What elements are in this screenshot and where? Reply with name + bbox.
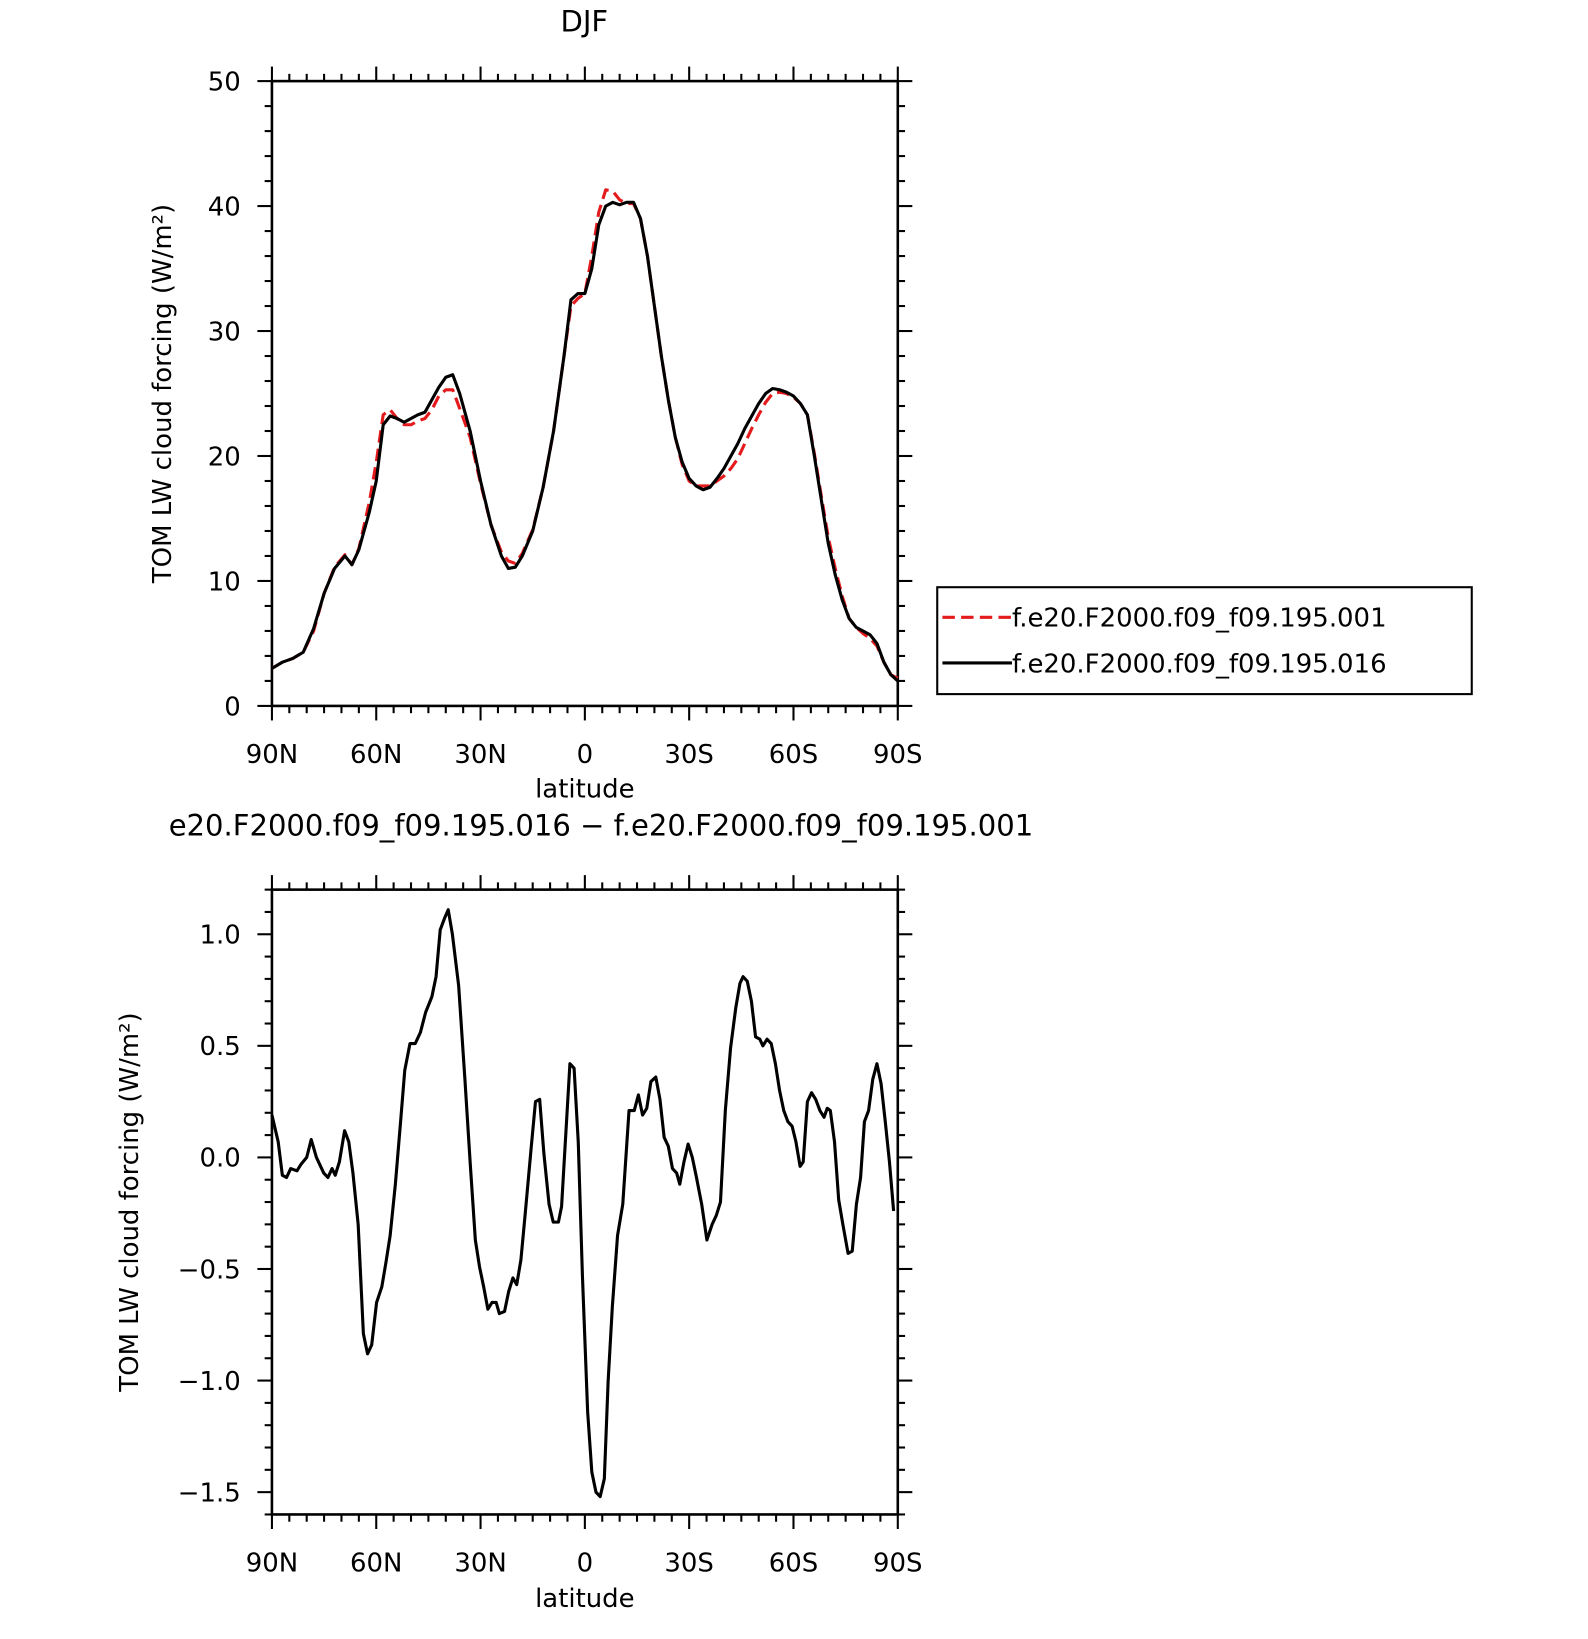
y-tick-label: −1.5 (178, 1478, 241, 1508)
y-tick-label: 30 (208, 317, 241, 347)
data-line (271, 200, 899, 683)
x-axis-label: latitude (535, 1584, 635, 1614)
y-tick-label: 20 (208, 442, 241, 472)
y-tick-label: 40 (208, 192, 241, 222)
x-tick-label: 90S (873, 1549, 922, 1579)
x-tick-label: 60N (350, 740, 402, 770)
plot-frame (270, 888, 900, 1516)
x-tick-label: 0 (577, 740, 594, 770)
x-tick-label: 30S (664, 740, 713, 770)
y-axis-label: TOM LW cloud forcing (W/m²) (148, 204, 178, 584)
chart-title: e20.F2000.f09_f09.195.016 − f.e20.F2000.… (169, 809, 1033, 843)
legend-label: f.e20.F2000.f09_f09.195.016 (1012, 649, 1387, 679)
y-axis-label: TOM LW cloud forcing (W/m²) (115, 1012, 145, 1392)
y-tick-label: 1.0 (200, 921, 241, 951)
y-tick-label: −0.5 (178, 1255, 241, 1285)
y-tick-label: 0 (224, 692, 241, 722)
y-tick-label: 10 (208, 567, 241, 597)
plot-frame (270, 79, 900, 708)
x-tick-label: 30N (454, 740, 506, 770)
x-tick-label: 60S (769, 740, 818, 770)
legend: f.e20.F2000.f09_f09.195.001 f.e20.F2000.f… (936, 586, 1473, 696)
x-tick-label: 90S (873, 740, 922, 770)
x-tick-label: 90N (246, 1549, 298, 1579)
data-line (271, 188, 899, 680)
x-tick-label: 0 (577, 1549, 594, 1579)
x-tick-label: 30S (664, 1549, 713, 1579)
y-tick-label: 0.0 (200, 1144, 241, 1174)
y-tick-label: 50 (208, 67, 241, 97)
x-axis-label: latitude (535, 774, 635, 804)
x-tick-label: 60N (350, 1549, 402, 1579)
x-tick-label: 30N (454, 1549, 506, 1579)
data-line (270, 908, 896, 1499)
y-tick-label: −1.0 (178, 1367, 241, 1397)
x-tick-label: 60S (769, 1549, 818, 1579)
chart-title: DJF (561, 4, 609, 38)
legend-box (936, 586, 1473, 696)
y-tick-label: 0.5 (200, 1032, 241, 1062)
legend-label: f.e20.F2000.f09_f09.195.001 (1012, 604, 1387, 634)
x-tick-label: 90N (246, 740, 298, 770)
